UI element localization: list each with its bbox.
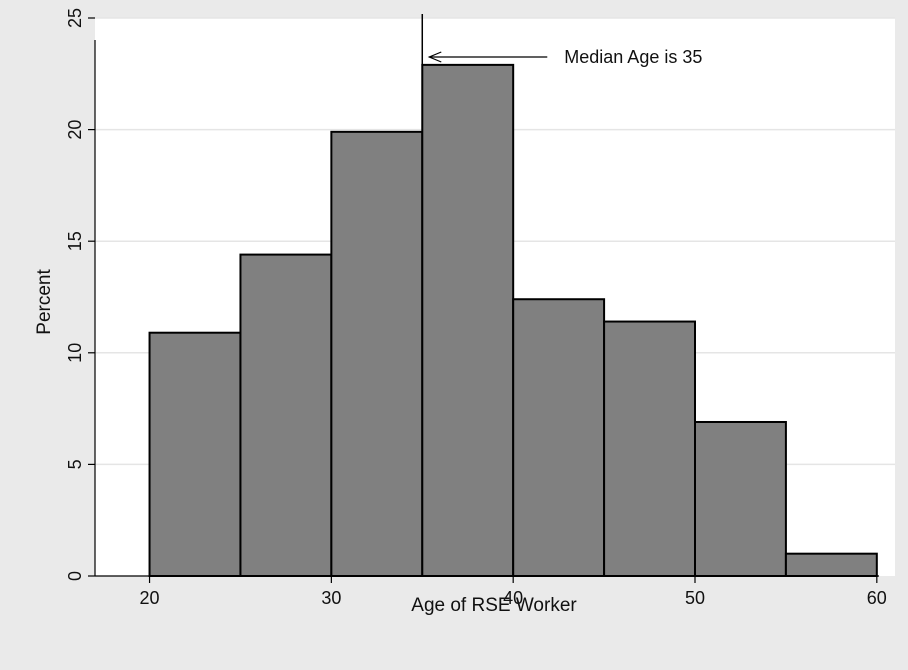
y-tick-label: 15 [65,231,85,251]
histogram-bar [148,331,242,577]
histogram-bar [784,552,878,577]
histogram-bar [330,130,424,577]
x-tick-label: 30 [321,588,341,608]
y-tick-label: 0 [65,571,85,581]
annotation-arrow-head [427,51,442,63]
median-annotation-label: Median Age is 35 [564,47,702,67]
y-tick-label: 10 [65,343,85,363]
median-annotation: Median Age is 35 [421,14,702,576]
y-tick-label: 5 [65,459,85,469]
y-axis-title: Percent [34,269,55,335]
histogram-bar [603,320,696,577]
histogram-bar [512,298,606,577]
x-axis-title: Age of RSE Worker [411,595,577,616]
histogram-bar [694,420,787,577]
x-tick-label: 20 [140,588,160,608]
y-tick-label: 20 [65,120,85,140]
x-tick-label: 50 [685,588,705,608]
histogram-bars [148,63,878,577]
axes: 0 5 10 15 20 25 20 30 40 50 60 [65,8,887,608]
x-tick-label: 40 [503,588,523,608]
x-tick-label: 60 [867,588,887,608]
histogram-bar [421,63,515,577]
y-tick-label: 25 [65,8,85,28]
histogram-bar [239,253,333,577]
